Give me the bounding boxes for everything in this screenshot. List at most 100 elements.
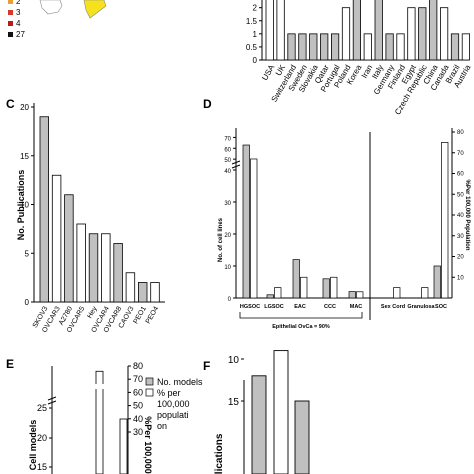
y-tick-label-e: 25 [37, 403, 47, 413]
x-tick-label-d: SOC [435, 304, 447, 310]
y2-tick-label-e: 30 [133, 427, 143, 437]
legend-label-per100k: on [157, 421, 167, 431]
y-tick-label-d: 50 [224, 158, 231, 164]
bar-d-per100k [421, 287, 429, 299]
bar-d-models [348, 291, 356, 299]
panel-a: 2 3 4 27 [8, 0, 107, 39]
legend-label: 27 [16, 30, 25, 39]
bar-b-uk [276, 0, 285, 61]
x-tick-label-d: CCC [324, 304, 336, 310]
bar-c-ovcar4 [101, 233, 111, 303]
bar-b-china [429, 0, 438, 61]
x-tick-label-d: MAC [350, 304, 363, 310]
y2-tick-label-d: 50 [457, 192, 464, 198]
bar-d-models [292, 259, 300, 299]
y2-tick-label-e: 70 [133, 374, 143, 384]
map-country-shape [39, 0, 63, 15]
bar-b-korea [352, 0, 362, 61]
group-label-d: Epithelial OvCa = 90% [272, 324, 330, 330]
x-tick-label-d: LGSOC [264, 304, 284, 310]
y-tick-label-b: 2 [253, 4, 258, 13]
y2-tick-label-e: 80 [133, 361, 143, 371]
legend-swatch-models [145, 377, 154, 386]
bar-d-per100k [274, 287, 282, 299]
y-tick-label-c: 20 [20, 103, 29, 112]
bar-c-ovcar8 [113, 243, 123, 303]
bar-d-models [242, 144, 250, 299]
legend-label-per100k: 100,000 [157, 399, 190, 409]
y-tick-label-c: 15 [20, 152, 29, 161]
legend-label-per100k: populati [157, 410, 189, 420]
y-tick-label-d: 20 [224, 233, 231, 239]
bar-c-skov3 [39, 116, 50, 303]
panel-b: 00.511.52USAUKSwitzerlandSwedenSlovakiaQ… [246, 0, 473, 116]
y-tick-label-c: 0 [25, 298, 30, 307]
bar-c-a2780 [64, 194, 74, 303]
bar-d-models [266, 294, 274, 299]
y2-tick-label-d: 30 [457, 234, 464, 240]
panel-label-f: F [203, 359, 210, 373]
legend-swatch [8, 10, 13, 15]
bar-b-brazil [450, 33, 460, 61]
y2-tick-label-d: 80 [457, 130, 464, 136]
bar-d-models [322, 278, 330, 299]
panel-e: 15 20 25 30 40 50 60 70 80 Cell models %Per 100,00… [28, 361, 203, 474]
bar-b-usa [265, 0, 274, 61]
epithelial-bracket [239, 312, 363, 319]
bar-b-switzerland [287, 33, 296, 61]
bar-c-ovcar3 [51, 174, 62, 303]
bar-b-canada [439, 7, 449, 61]
bar-d-per100k [250, 158, 258, 299]
axis-break-e [47, 396, 57, 401]
panel-label-d: D [203, 97, 212, 111]
legend-swatch-per100k [145, 388, 154, 397]
bar-f-2 [273, 350, 289, 474]
y-axis-title-f: ublications [214, 433, 225, 474]
panel-label-e: E [6, 357, 14, 371]
bar-f-3 [294, 400, 310, 474]
bar-b-sweden [298, 33, 307, 61]
y-tick-label-d: 30 [224, 201, 231, 207]
y-tick-label-c: 5 [25, 249, 30, 258]
y2-tick-label-e: 40 [133, 414, 143, 424]
legend-label: 3 [16, 8, 21, 17]
bar-c-peo1 [137, 282, 148, 303]
bar-b-portugal [330, 33, 340, 61]
y2-tick-label-d: 70 [457, 151, 464, 157]
bar-d-per100k [356, 291, 364, 299]
bar-f-1 [251, 375, 267, 474]
y2-tick-label-e: 60 [133, 387, 143, 397]
y-tick-label-d: 0 [228, 297, 232, 303]
bar-b-poland [341, 7, 351, 61]
y2-tick-label-d: 60 [457, 172, 464, 178]
y-tick-label-e: 20 [37, 433, 47, 443]
y-tick-label-b: 0.5 [246, 43, 258, 52]
bar-e-1 [95, 370, 104, 474]
panel-label-c: C [6, 97, 15, 111]
legend-label-models: No. models [157, 377, 203, 387]
y2-tick-label-d: 10 [457, 275, 464, 281]
bar-c-hey [88, 233, 99, 303]
map-legend: 2 3 4 27 [8, 0, 25, 39]
y-tick-label-d: 60 [224, 147, 231, 153]
legend-swatch [8, 0, 13, 4]
y2-tick-label-e: 50 [133, 401, 143, 411]
bar-b-slovakia [309, 33, 318, 61]
map-highlight-shape [83, 0, 107, 19]
y-tick-label-d: 10 [224, 265, 231, 271]
y2-axis-title-d: %Per 100,000 Population [464, 179, 470, 250]
legend-label-per100k: % per [157, 388, 181, 398]
y-axis-title-c: No. Publications [16, 170, 26, 241]
y-tick-label-e: 15 [37, 462, 47, 472]
y-tick-label-b: 1 [253, 30, 258, 39]
x-tick-label-d: EAC [294, 304, 306, 310]
y-tick-label-d: 40 [224, 169, 231, 175]
bar-b-egypt [407, 7, 416, 61]
bar-b-germany [385, 33, 394, 61]
bar-b-qatar [320, 33, 329, 61]
y-axis-title-d: No. of cell lines [218, 217, 224, 262]
bar-break-gap-e [93, 384, 107, 389]
x-tick-label-d: HGSOC [240, 304, 260, 310]
